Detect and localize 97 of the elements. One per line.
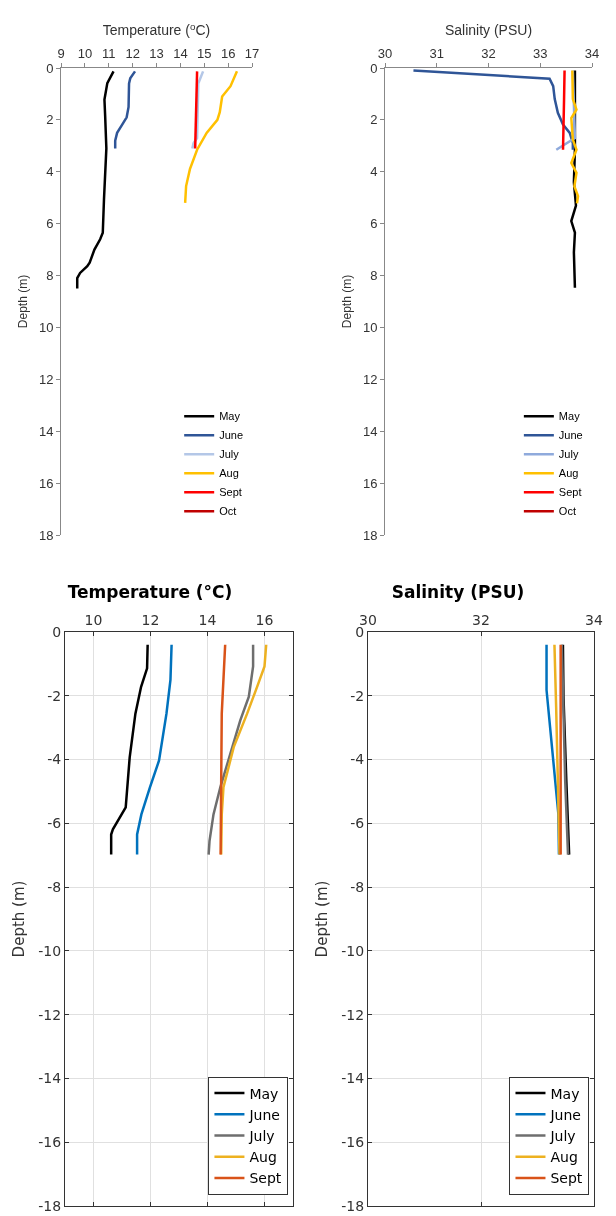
legend-label: Sept <box>558 486 582 499</box>
y-tick-label: 14 <box>362 423 378 439</box>
y-axis-title: Depth (m) <box>16 274 31 329</box>
y-tick-label: -10 <box>341 942 365 959</box>
x-axis-title: Salinity (PSU) <box>444 22 533 39</box>
y-axis-title: Depth (m) <box>312 880 331 958</box>
y-tick-label: -18 <box>38 1197 62 1214</box>
x-tick-label: 14 <box>173 45 188 61</box>
legend-label: July <box>219 448 240 461</box>
y-tick-label: 6 <box>46 216 54 232</box>
y-tick-label: -12 <box>341 1006 365 1023</box>
legend-label: July <box>558 448 579 461</box>
legend-label: Aug <box>558 467 579 480</box>
line-series <box>412 69 575 151</box>
x-tick-label: 34 <box>584 45 600 61</box>
legend-label: July <box>549 1127 576 1144</box>
x-tick-label: 16 <box>255 612 274 629</box>
y-tick-label: 0 <box>52 623 62 640</box>
x-tick-label: 11 <box>102 45 116 61</box>
x-tick-label: 10 <box>77 45 93 61</box>
legend-label: July <box>248 1127 275 1144</box>
y-tick-label: 10 <box>362 319 378 335</box>
x-tick-label: 12 <box>141 612 160 629</box>
y-tick-label: 0 <box>46 60 54 76</box>
y-tick-label: 0 <box>370 60 378 76</box>
y-tick-label: 10 <box>38 319 54 335</box>
y-tick-label: -10 <box>38 942 62 959</box>
legend-label: May <box>219 410 241 423</box>
line-series <box>570 69 580 205</box>
x-tick-label: 15 <box>197 45 212 61</box>
chart-title: Salinity (PSU) <box>391 581 525 602</box>
y-tick-label: -6 <box>47 815 62 832</box>
x-tick-label: 17 <box>244 45 260 61</box>
y-tick-label: 18 <box>38 527 54 543</box>
line-series <box>113 70 137 150</box>
y-tick-label: 14 <box>38 423 54 439</box>
legend-label: May <box>249 1085 279 1102</box>
legend-label: Oct <box>219 505 237 518</box>
y-tick-label: -16 <box>38 1134 62 1151</box>
y-tick-label: 12 <box>362 371 378 387</box>
legend-label: June <box>219 429 244 442</box>
y-axis-title: Depth (m) <box>340 274 355 329</box>
y-tick-label: -4 <box>350 751 365 768</box>
line-series <box>135 643 173 856</box>
line-series <box>75 70 115 290</box>
y-axis-title: Depth (m) <box>9 880 28 958</box>
legend-label: Aug <box>249 1149 277 1166</box>
y-tick-label: 16 <box>362 475 378 491</box>
legend-label: May <box>558 410 581 423</box>
line-series <box>183 70 239 205</box>
x-tick-label: 32 <box>481 45 496 61</box>
y-tick-label: 4 <box>46 164 54 180</box>
legend-label: Aug <box>219 467 239 480</box>
x-tick-label: 30 <box>377 45 393 61</box>
y-tick-label: -4 <box>47 751 62 768</box>
y-tick-label: -6 <box>350 815 365 832</box>
legend-label: Sept <box>249 1170 282 1187</box>
x-tick-label: 13 <box>149 45 164 61</box>
legend-label: Oct <box>558 505 576 518</box>
legend-label: May <box>550 1085 580 1102</box>
legend-label: June <box>558 429 583 442</box>
x-tick-label: 12 <box>125 45 140 61</box>
y-tick-label: -8 <box>47 879 62 896</box>
y-tick-label: -14 <box>38 1070 62 1087</box>
y-tick-label: -2 <box>47 687 62 704</box>
legend-label: June <box>549 1106 581 1123</box>
legend-label: Aug <box>550 1149 578 1166</box>
chart-title: Temperature (°C) <box>67 581 233 602</box>
x-tick-label: 34 <box>585 612 603 629</box>
y-tick-label: 18 <box>362 527 378 543</box>
y-tick-label: 4 <box>370 164 378 180</box>
y-tick-label: -14 <box>341 1070 365 1087</box>
y-tick-label: 8 <box>370 268 378 284</box>
line-series <box>109 643 149 856</box>
y-tick-label: 8 <box>46 268 54 284</box>
legend-label: Sept <box>219 486 242 499</box>
x-tick-label: 33 <box>533 45 548 61</box>
y-tick-label: 2 <box>46 112 54 128</box>
x-tick-label: 10 <box>84 612 103 629</box>
y-tick-label: 12 <box>38 371 54 387</box>
y-tick-label: -2 <box>350 687 365 704</box>
x-tick-label: 14 <box>198 612 217 629</box>
y-tick-label: -18 <box>341 1197 365 1214</box>
legend-label: June <box>248 1106 280 1123</box>
y-tick-label: -12 <box>38 1006 62 1023</box>
x-tick-label: 32 <box>472 612 490 629</box>
y-tick-label: 16 <box>38 475 54 491</box>
x-tick-label: 9 <box>57 45 65 61</box>
y-tick-label: -8 <box>350 879 365 896</box>
y-tick-label: 2 <box>370 112 378 128</box>
y-tick-label: -16 <box>341 1134 365 1151</box>
y-tick-label: 6 <box>370 216 378 232</box>
x-axis-title: Temperature ($^{o}$C) <box>102 20 211 39</box>
legend-label: Sept <box>550 1170 583 1187</box>
x-tick-label: 16 <box>220 45 236 61</box>
x-tick-label: 31 <box>429 45 444 61</box>
line-series <box>207 643 255 856</box>
